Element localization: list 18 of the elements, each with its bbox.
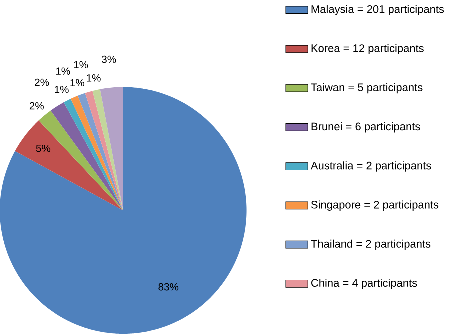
legend-label: Taiwan = 5 participants (311, 83, 423, 94)
data-label: 2% (30, 102, 44, 110)
data-label: 1% (74, 61, 88, 69)
data-label: 1% (55, 86, 69, 94)
legend-label: China = 4 participants (312, 278, 418, 290)
legend-label: Thailand = 2 participants (311, 240, 431, 250)
data-label: 1% (56, 68, 70, 75)
data-label: 2% (35, 78, 50, 86)
data-label: 3% (102, 56, 116, 64)
legend-label: Singapore = 2 participants (311, 200, 439, 211)
legend-label: Australia = 2 participants (310, 162, 432, 172)
data-label: 1% (70, 79, 85, 87)
data-label: 5% (36, 144, 51, 152)
data-label: 1% (87, 74, 101, 82)
legend-label: Brunei = 6 participants (312, 122, 420, 133)
legend-label: Malaysia = 201 participants (312, 5, 444, 16)
legend-label: Korea = 12 participants (312, 44, 424, 55)
data-label: 83% (158, 283, 179, 291)
